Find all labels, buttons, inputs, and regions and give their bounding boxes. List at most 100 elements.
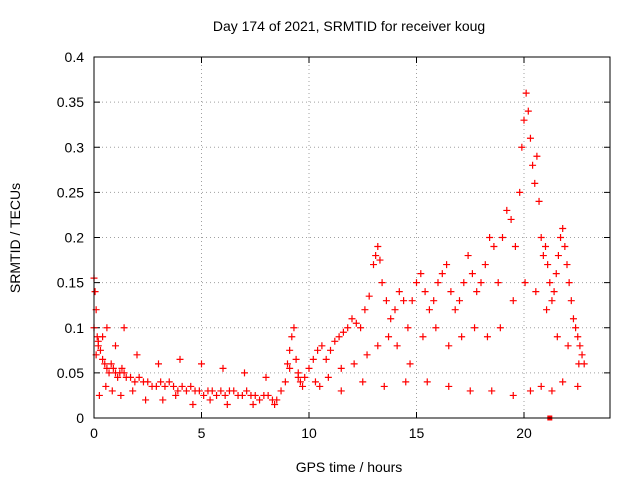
data-point bbox=[331, 337, 339, 345]
data-point bbox=[221, 391, 229, 399]
data-point bbox=[327, 346, 334, 354]
data-point bbox=[135, 373, 143, 381]
data-point bbox=[402, 378, 410, 386]
data-point bbox=[359, 378, 367, 386]
data-point bbox=[294, 373, 302, 381]
data-point bbox=[316, 382, 324, 390]
x-tick-label: 0 bbox=[90, 425, 98, 441]
data-point bbox=[208, 387, 216, 395]
data-point bbox=[432, 324, 440, 332]
data-point bbox=[365, 292, 373, 300]
data-point bbox=[567, 297, 575, 305]
data-point bbox=[311, 378, 319, 386]
data-point bbox=[511, 243, 519, 251]
data-point bbox=[456, 297, 463, 305]
data-point bbox=[395, 288, 403, 296]
data-point bbox=[557, 234, 565, 241]
data-point bbox=[363, 351, 371, 359]
data-point bbox=[352, 319, 360, 327]
data-point bbox=[361, 306, 369, 314]
data-point bbox=[165, 378, 173, 386]
data-point bbox=[348, 315, 356, 323]
data-point bbox=[344, 324, 352, 332]
data-point bbox=[105, 369, 113, 377]
data-point bbox=[544, 261, 552, 269]
data-point bbox=[520, 116, 528, 124]
data-point bbox=[473, 288, 481, 296]
data-point bbox=[157, 378, 165, 386]
y-tick-label: 0 bbox=[76, 410, 84, 426]
data-point bbox=[99, 333, 107, 341]
x-tick-label: 5 bbox=[198, 425, 206, 441]
tick-layer: 0 5 10 15 20 0 0.05 0.1 0.15 0.2 0.25 0.3 0.35 0.4 bbox=[57, 49, 610, 441]
data-point bbox=[322, 355, 330, 363]
data-point bbox=[217, 387, 225, 395]
data-point bbox=[241, 369, 248, 377]
data-point bbox=[466, 387, 474, 395]
data-point bbox=[337, 364, 345, 372]
data-point bbox=[213, 391, 221, 399]
data-point bbox=[206, 396, 214, 404]
data-point bbox=[477, 279, 485, 287]
data-point bbox=[443, 261, 451, 269]
data-point bbox=[243, 387, 251, 395]
data-point bbox=[564, 342, 572, 350]
data-point bbox=[464, 252, 472, 260]
data-point bbox=[468, 270, 476, 278]
data-point bbox=[458, 333, 466, 341]
x-tick-label: 10 bbox=[301, 425, 317, 441]
point-layer bbox=[90, 89, 588, 421]
data-point bbox=[563, 261, 571, 269]
data-point bbox=[94, 342, 102, 350]
data-point bbox=[288, 333, 296, 341]
data-point bbox=[529, 161, 537, 169]
data-point bbox=[516, 188, 524, 196]
data-point bbox=[286, 346, 294, 354]
data-point bbox=[537, 234, 545, 241]
data-point bbox=[337, 387, 345, 395]
data-point bbox=[576, 342, 584, 350]
data-point bbox=[374, 342, 382, 350]
data-point bbox=[108, 387, 116, 395]
data-point bbox=[419, 333, 427, 341]
data-point bbox=[413, 279, 420, 287]
data-point bbox=[569, 315, 577, 323]
data-point bbox=[292, 355, 300, 363]
x-axis-label: GPS time / hours bbox=[296, 459, 403, 475]
data-point bbox=[101, 360, 109, 368]
data-point bbox=[159, 396, 167, 404]
data-point bbox=[256, 396, 264, 404]
data-point bbox=[518, 143, 526, 151]
data-point bbox=[385, 333, 393, 341]
data-point bbox=[277, 387, 285, 395]
data-point bbox=[425, 306, 433, 314]
data-point bbox=[117, 391, 125, 399]
data-point bbox=[548, 297, 556, 305]
data-point bbox=[107, 360, 115, 368]
data-point bbox=[382, 297, 390, 305]
x-tick-label: 20 bbox=[516, 425, 532, 441]
data-point bbox=[318, 342, 326, 350]
data-point bbox=[572, 324, 580, 332]
data-point bbox=[273, 396, 281, 404]
data-point bbox=[445, 382, 453, 390]
data-point bbox=[378, 279, 386, 287]
data-point bbox=[174, 387, 182, 395]
data-point bbox=[357, 324, 365, 332]
data-point bbox=[314, 346, 322, 354]
data-point bbox=[103, 364, 111, 372]
data-point bbox=[535, 197, 543, 205]
data-point bbox=[309, 355, 317, 363]
data-point bbox=[423, 378, 431, 386]
data-point bbox=[142, 396, 150, 404]
data-point bbox=[195, 387, 203, 395]
data-point bbox=[376, 256, 384, 264]
data-point bbox=[524, 107, 532, 115]
data-point bbox=[335, 333, 343, 341]
data-point bbox=[296, 378, 304, 386]
data-point bbox=[290, 324, 298, 332]
x-tick-label: 15 bbox=[409, 425, 425, 441]
data-point bbox=[299, 382, 307, 390]
data-point bbox=[170, 382, 178, 390]
